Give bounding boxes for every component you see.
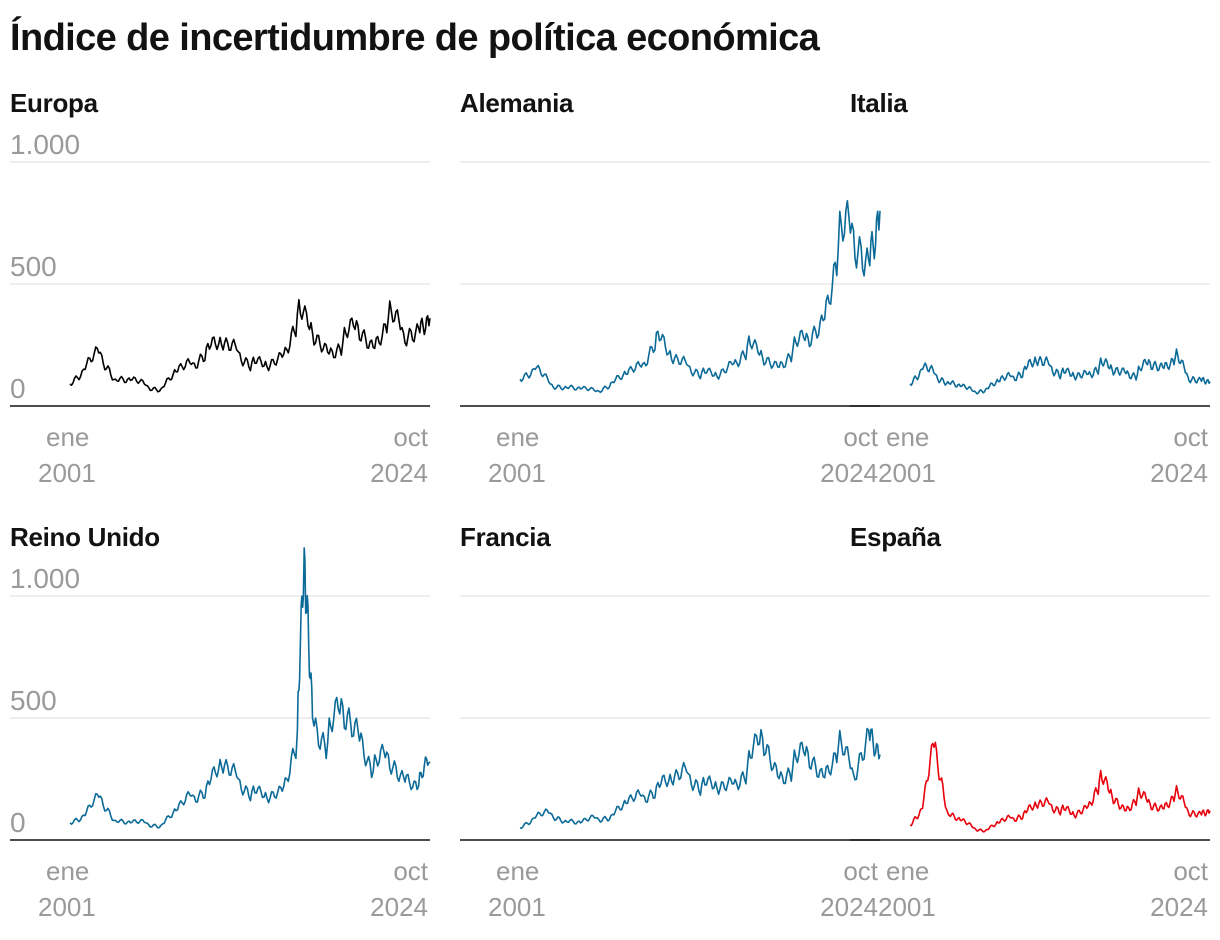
series-line-espana (909, 741, 1211, 833)
chart-svg-alemania: ene 2001 oct 2024 (460, 161, 881, 488)
x-start-year: 2001 (38, 458, 96, 488)
series-line-reino-unido (69, 547, 431, 829)
x-start-month: ene (496, 422, 539, 452)
x-end-year: 2024 (820, 892, 878, 922)
chart-svg-italia: ene 2001 oct 2024 (850, 161, 1211, 488)
y-tick-label: 0 (10, 807, 26, 838)
panel-title-reino-unido: Reino Unido (10, 522, 160, 552)
y-tick-label: 500 (10, 685, 57, 716)
x-start-month: ene (46, 856, 89, 886)
x-end-year: 2024 (1150, 892, 1208, 922)
series-line-europa (69, 298, 431, 393)
panel-title-francia: Francia (460, 522, 551, 552)
x-end-year: 2024 (370, 892, 428, 922)
x-start-month: ene (886, 422, 929, 452)
x-end-month: oct (1173, 422, 1208, 452)
series-line-alemania (519, 200, 881, 394)
x-end-month: oct (843, 422, 878, 452)
x-end-month: oct (393, 422, 428, 452)
x-end-year: 2024 (370, 458, 428, 488)
x-start-year: 2001 (878, 892, 936, 922)
x-start-year: 2001 (38, 892, 96, 922)
y-tick-label: 1.000 (10, 563, 80, 594)
x-start-month: ene (496, 856, 539, 886)
x-end-month: oct (1173, 856, 1208, 886)
panel-title-europa: Europa (10, 88, 98, 118)
panel-francia: Francia ene 2001 oct 2024 (460, 520, 881, 940)
chart-svg-europa: 0 500 1.000 ene 2001 oct 2024 (10, 129, 431, 488)
panel-espana: España ene 2001 oct 2024 (850, 520, 1220, 940)
chart-svg-espana: ene 2001 oct 2024 (850, 595, 1211, 922)
x-end-month: oct (393, 856, 428, 886)
x-start-month: ene (886, 856, 929, 886)
y-tick-label: 500 (10, 251, 57, 282)
panel-title-italia: Italia (850, 88, 908, 118)
chart-svg-francia: ene 2001 oct 2024 (460, 595, 881, 922)
x-start-year: 2001 (488, 892, 546, 922)
series-line-francia (519, 727, 881, 830)
x-end-month: oct (843, 856, 878, 886)
x-start-year: 2001 (878, 458, 936, 488)
chart-svg-reino-unido: 0 500 1.000 ene 2001 oct 2024 (10, 547, 431, 922)
x-end-year: 2024 (820, 458, 878, 488)
panel-title-alemania: Alemania (460, 88, 574, 118)
y-tick-label: 0 (10, 373, 26, 404)
x-end-year: 2024 (1150, 458, 1208, 488)
x-start-month: ene (46, 422, 89, 452)
panel-italia: Italia ene 2001 oct 2024 (850, 86, 1220, 506)
y-tick-label: 1.000 (10, 129, 80, 160)
panel-alemania: Alemania ene 2001 oct 2024 (460, 86, 881, 506)
x-start-year: 2001 (488, 458, 546, 488)
panel-europa: Europa 0 500 1.000 ene 2001 oct 2024 (10, 86, 431, 506)
panel-title-espana: España (850, 522, 941, 552)
page-title: Índice de incertidumbre de política econ… (10, 17, 820, 59)
series-line-italia (909, 348, 1211, 395)
panel-reino-unido: Reino Unido 0 500 1.000 ene 2001 oct 2024 (10, 520, 431, 940)
